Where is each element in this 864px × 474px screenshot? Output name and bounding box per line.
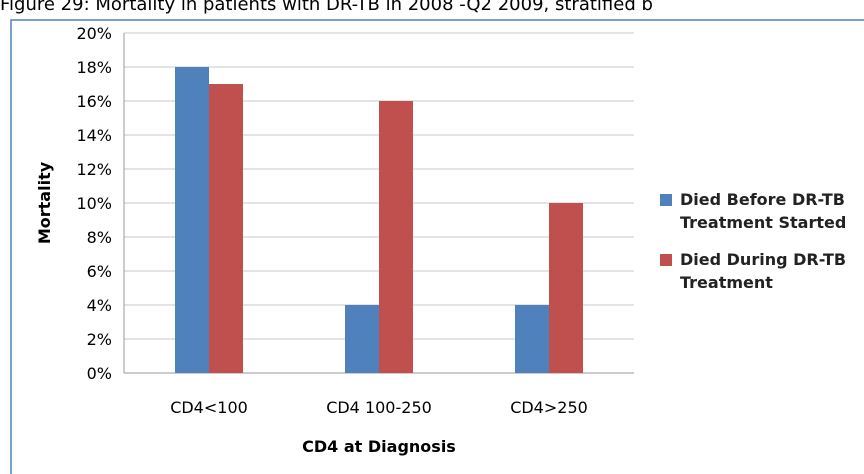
legend-swatch bbox=[660, 194, 672, 206]
y-axis-label: Mortality bbox=[35, 161, 54, 244]
legend-swatch bbox=[660, 254, 672, 266]
y-tick-label: 20% bbox=[76, 24, 112, 43]
x-tick-label: CD4>250 bbox=[510, 398, 588, 417]
legend-label: Died During DR-TB Treatment bbox=[680, 250, 847, 292]
bar bbox=[345, 305, 379, 373]
y-tick-label: 18% bbox=[76, 58, 112, 77]
y-tick-label: 14% bbox=[76, 126, 112, 145]
y-tick-label: 10% bbox=[76, 194, 112, 213]
y-tick-label: 6% bbox=[87, 262, 112, 281]
chart-title: Figure 29: Mortality in patients with DR… bbox=[0, 0, 653, 15]
bar bbox=[515, 305, 549, 373]
legend-item: Died During DR-TB Treatment bbox=[660, 248, 860, 294]
legend-label: Died Before DR-TB Treatment Started bbox=[680, 190, 847, 232]
y-tick-label: 8% bbox=[87, 228, 112, 247]
bar bbox=[209, 84, 243, 373]
y-tick-label: 2% bbox=[87, 330, 112, 349]
x-axis-label: CD4 at Diagnosis bbox=[302, 437, 456, 456]
bar bbox=[175, 67, 209, 373]
bar bbox=[379, 101, 413, 373]
x-tick-label: CD4 100-250 bbox=[326, 398, 432, 417]
bar bbox=[549, 203, 583, 373]
y-tick-label: 12% bbox=[76, 160, 112, 179]
y-tick-label: 0% bbox=[87, 364, 112, 383]
chart-border bbox=[10, 19, 864, 474]
y-tick-label: 4% bbox=[87, 296, 112, 315]
x-tick-label: CD4<100 bbox=[170, 398, 248, 417]
legend-item: Died Before DR-TB Treatment Started bbox=[660, 188, 860, 234]
y-tick-label: 16% bbox=[76, 92, 112, 111]
